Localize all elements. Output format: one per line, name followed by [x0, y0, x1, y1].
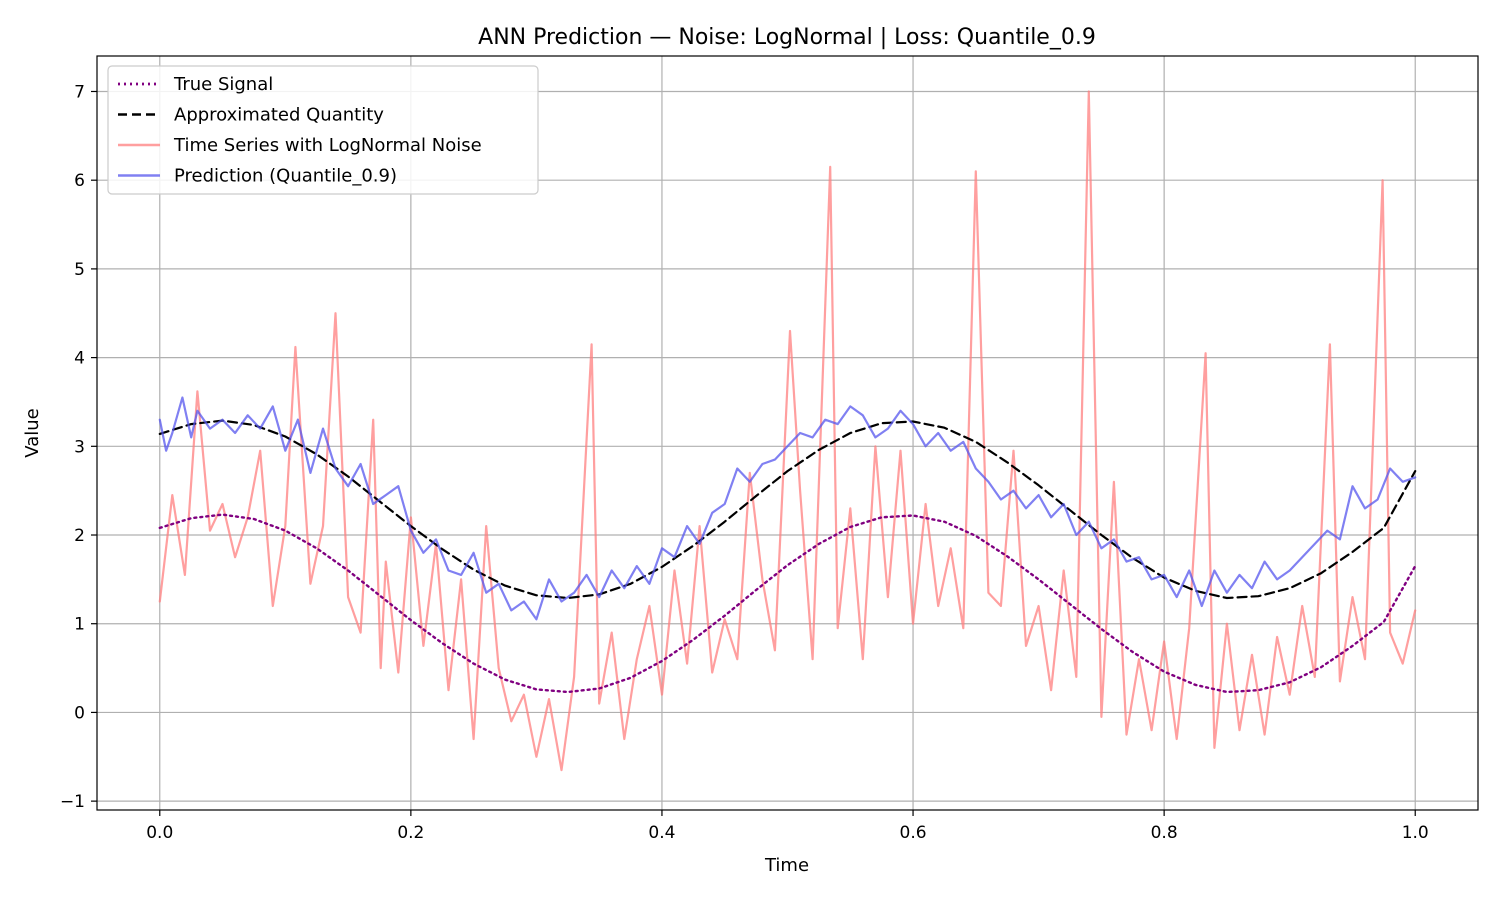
legend-label: Approximated Quantity — [174, 105, 384, 126]
y-tick-label: 3 — [74, 437, 85, 457]
x-axis-label: Time — [764, 855, 809, 876]
x-tick-label: 0.4 — [648, 823, 675, 843]
y-tick-label: 1 — [74, 615, 85, 635]
series-layer — [158, 90, 1417, 772]
x-tick-label: 0.0 — [146, 823, 173, 843]
x-tick-label: 0.8 — [1151, 823, 1178, 843]
series-line-time-series-with-lognormal-noise — [158, 90, 1417, 772]
legend-box — [107, 65, 539, 195]
y-tick-label: 0 — [74, 703, 85, 723]
x-tick-label: 1.0 — [1402, 823, 1429, 843]
legend-label: Prediction (Quantile_0.9) — [174, 166, 397, 187]
x-tick-label: 0.2 — [397, 823, 424, 843]
plot-frame — [96, 55, 1479, 811]
chart-title: ANN Prediction — Noise: LogNormal | Loss… — [478, 25, 1096, 50]
x-tick-label: 0.6 — [900, 823, 927, 843]
y-tick-label: 6 — [74, 171, 85, 191]
legend-label: True Signal — [173, 74, 273, 95]
legend-label: Time Series with LogNormal Noise — [173, 135, 482, 156]
legend: True Signal Approximated Quantity Time Ser… — [107, 65, 539, 195]
y-tick-label: 7 — [74, 82, 85, 102]
y-tick-label: 2 — [74, 526, 85, 546]
y-axis-label: Value — [22, 408, 43, 457]
axis-ticks: 0.0 0.2 0.4 0.6 0.8 1.0 −1 0 1 2 3 4 5 6 7 — [60, 82, 1429, 843]
y-tick-label: 4 — [74, 349, 85, 369]
y-tick-label: 5 — [74, 260, 85, 280]
series-line-prediction-quantile-0-9 — [158, 396, 1417, 621]
y-tick-label: −1 — [60, 792, 85, 812]
series-line-true-signal — [158, 513, 1417, 694]
